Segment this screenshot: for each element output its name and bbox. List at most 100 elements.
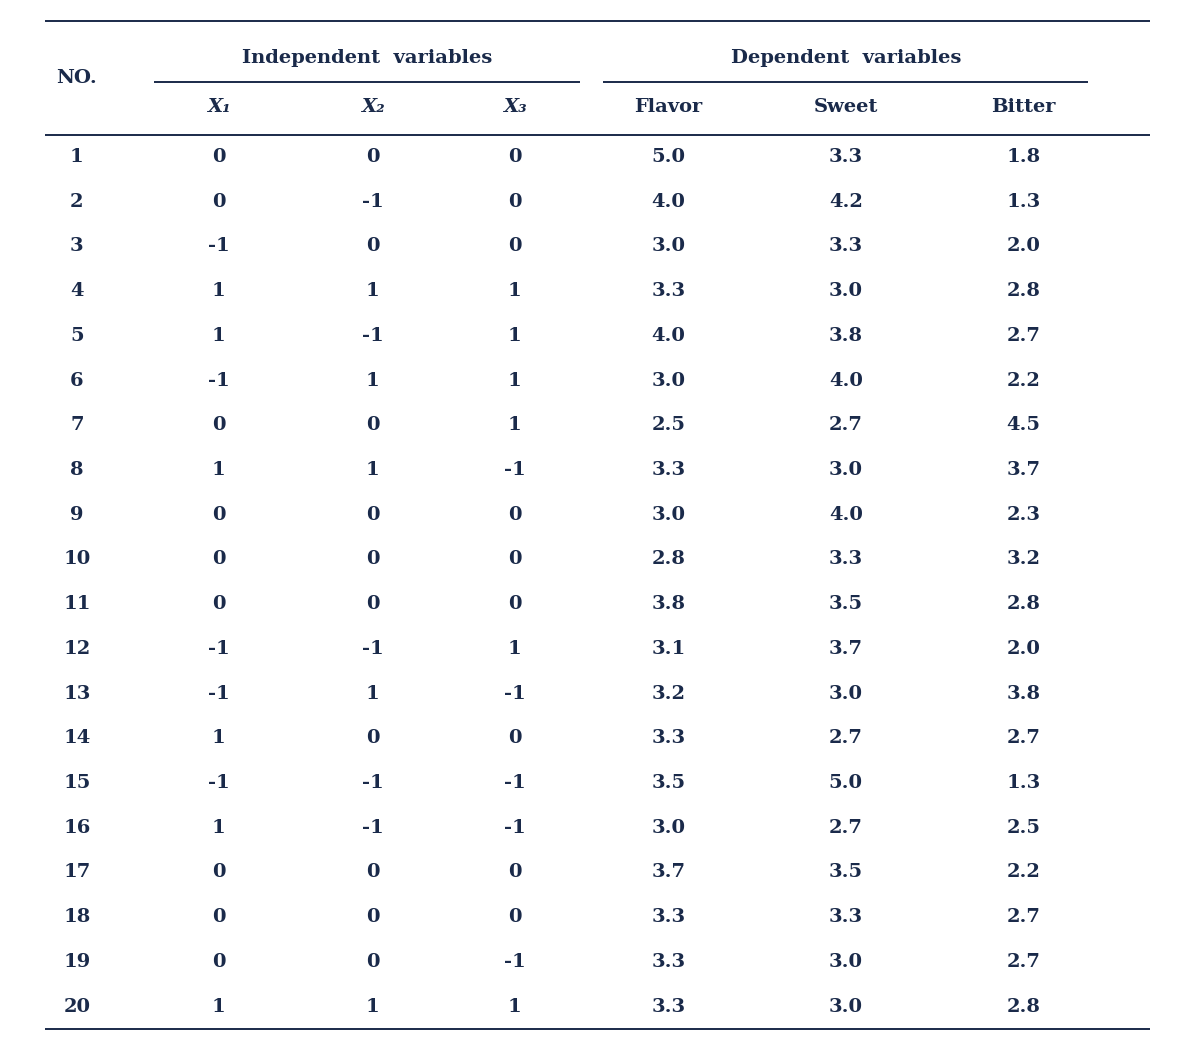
Text: -1: -1 — [504, 461, 525, 479]
Text: 15: 15 — [63, 774, 91, 792]
Text: -1: -1 — [362, 640, 383, 658]
Text: 1: 1 — [212, 818, 226, 836]
Text: 16: 16 — [63, 818, 91, 836]
Text: 3.0: 3.0 — [652, 371, 685, 389]
Text: 3.0: 3.0 — [829, 461, 862, 479]
Text: 4: 4 — [70, 282, 84, 300]
Text: 18: 18 — [63, 908, 91, 926]
Text: 0: 0 — [508, 238, 522, 256]
Text: 0: 0 — [508, 864, 522, 882]
Text: 5.0: 5.0 — [652, 148, 685, 166]
Text: 0: 0 — [508, 193, 522, 210]
Text: 1: 1 — [366, 685, 380, 703]
Text: -1: -1 — [208, 640, 230, 658]
Text: 2.5: 2.5 — [1007, 818, 1040, 836]
Text: X₃: X₃ — [503, 98, 526, 117]
Text: 3.2: 3.2 — [652, 685, 685, 703]
Text: 0: 0 — [212, 148, 226, 166]
Text: 0: 0 — [212, 193, 226, 210]
Text: 14: 14 — [63, 729, 91, 747]
Text: 3.0: 3.0 — [829, 282, 862, 300]
Text: 2.7: 2.7 — [829, 417, 862, 434]
Text: 2.7: 2.7 — [829, 729, 862, 747]
Text: 3.7: 3.7 — [1007, 461, 1040, 479]
Text: 3.3: 3.3 — [829, 908, 862, 926]
Text: 0: 0 — [508, 550, 522, 568]
Text: 3.3: 3.3 — [829, 550, 862, 568]
Text: 3.0: 3.0 — [652, 506, 685, 524]
Text: 3.3: 3.3 — [652, 953, 685, 971]
Text: 0: 0 — [366, 148, 380, 166]
Text: 2.0: 2.0 — [1007, 640, 1040, 658]
Text: 17: 17 — [63, 864, 91, 882]
Text: 0: 0 — [508, 506, 522, 524]
Text: 3.0: 3.0 — [652, 238, 685, 256]
Text: 3: 3 — [70, 238, 84, 256]
Text: -1: -1 — [362, 774, 383, 792]
Text: 19: 19 — [63, 953, 91, 971]
Text: 2.2: 2.2 — [1007, 371, 1040, 389]
Text: Bitter: Bitter — [991, 98, 1055, 117]
Text: 0: 0 — [508, 908, 522, 926]
Text: 1: 1 — [366, 282, 380, 300]
Text: Sweet: Sweet — [814, 98, 878, 117]
Text: 1.8: 1.8 — [1007, 148, 1040, 166]
Text: 3.0: 3.0 — [829, 685, 862, 703]
Text: 5.0: 5.0 — [829, 774, 862, 792]
Text: X₂: X₂ — [361, 98, 384, 117]
Text: 10: 10 — [63, 550, 91, 568]
Text: 4.0: 4.0 — [652, 327, 685, 345]
Text: 1: 1 — [508, 327, 522, 345]
Text: 3.0: 3.0 — [652, 818, 685, 836]
Text: 1: 1 — [366, 997, 380, 1015]
Text: 3.3: 3.3 — [652, 282, 685, 300]
Text: 3.1: 3.1 — [652, 640, 685, 658]
Text: 13: 13 — [63, 685, 91, 703]
Text: -1: -1 — [362, 327, 383, 345]
Text: 3.8: 3.8 — [829, 327, 862, 345]
Text: 3.0: 3.0 — [829, 953, 862, 971]
Text: Dependent  variables: Dependent variables — [731, 48, 961, 67]
Text: 0: 0 — [212, 550, 226, 568]
Text: 2.2: 2.2 — [1007, 864, 1040, 882]
Text: 0: 0 — [508, 729, 522, 747]
Text: 0: 0 — [212, 417, 226, 434]
Text: 1: 1 — [212, 997, 226, 1015]
Text: 2.3: 2.3 — [1007, 506, 1040, 524]
Text: 1: 1 — [508, 282, 522, 300]
Text: 4.0: 4.0 — [829, 371, 862, 389]
Text: 2.8: 2.8 — [1007, 997, 1040, 1015]
Text: 2.7: 2.7 — [1007, 953, 1040, 971]
Text: 11: 11 — [63, 595, 91, 613]
Text: 2: 2 — [70, 193, 84, 210]
Text: 3.0: 3.0 — [829, 997, 862, 1015]
Text: 3.3: 3.3 — [829, 148, 862, 166]
Text: 7: 7 — [70, 417, 84, 434]
Text: 3.3: 3.3 — [652, 461, 685, 479]
Text: 0: 0 — [366, 908, 380, 926]
Text: 0: 0 — [212, 506, 226, 524]
Text: 2.8: 2.8 — [1007, 595, 1040, 613]
Text: 2.7: 2.7 — [1007, 327, 1040, 345]
Text: -1: -1 — [504, 685, 525, 703]
Text: 2.7: 2.7 — [1007, 908, 1040, 926]
Text: 3.3: 3.3 — [652, 729, 685, 747]
Text: 9: 9 — [70, 506, 84, 524]
Text: 1: 1 — [212, 461, 226, 479]
Text: 0: 0 — [366, 417, 380, 434]
Text: 3.5: 3.5 — [829, 864, 862, 882]
Text: 3.3: 3.3 — [652, 997, 685, 1015]
Text: 2.7: 2.7 — [1007, 729, 1040, 747]
Text: 0: 0 — [366, 729, 380, 747]
Text: 12: 12 — [63, 640, 91, 658]
Text: 1: 1 — [212, 729, 226, 747]
Text: 6: 6 — [70, 371, 84, 389]
Text: 0: 0 — [366, 953, 380, 971]
Text: -1: -1 — [504, 818, 525, 836]
Text: 2.8: 2.8 — [652, 550, 685, 568]
Text: 2.8: 2.8 — [1007, 282, 1040, 300]
Text: 4.0: 4.0 — [652, 193, 685, 210]
Text: 1: 1 — [508, 640, 522, 658]
Text: 3.5: 3.5 — [829, 595, 862, 613]
Text: -1: -1 — [208, 371, 230, 389]
